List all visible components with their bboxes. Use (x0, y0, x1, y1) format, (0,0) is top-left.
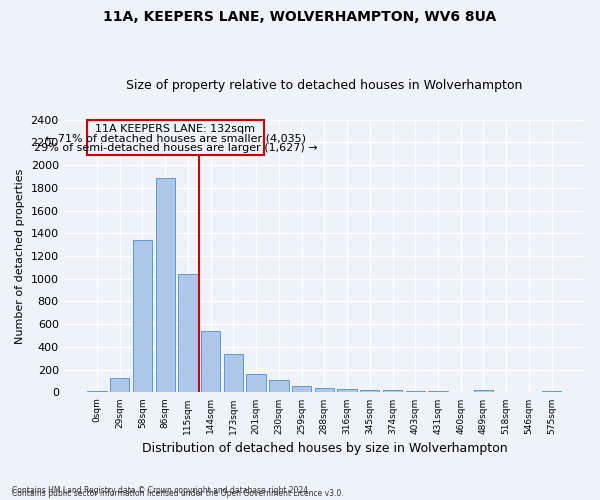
Text: Contains HM Land Registry data © Crown copyright and database right 2024.: Contains HM Land Registry data © Crown c… (12, 486, 311, 495)
Bar (292, 386, 311, 392)
Bar (337, 389, 357, 392)
Bar (406, 390, 425, 392)
Text: 11A, KEEPERS LANE, WOLVERHAMPTON, WV6 8UA: 11A, KEEPERS LANE, WOLVERHAMPTON, WV6 8U… (103, 10, 497, 24)
Bar (224, 354, 243, 393)
Text: ← 71% of detached houses are smaller (4,035): ← 71% of detached houses are smaller (4,… (45, 133, 306, 143)
Title: Size of property relative to detached houses in Wolverhampton: Size of property relative to detached ho… (126, 79, 523, 92)
Bar (110, 378, 130, 392)
X-axis label: Distribution of detached houses by size in Wolverhampton: Distribution of detached houses by size … (142, 442, 507, 455)
Y-axis label: Number of detached properties: Number of detached properties (15, 168, 25, 344)
Bar (201, 331, 220, 392)
Bar (474, 390, 493, 392)
Text: Contains public sector information licensed under the Open Government Licence v3: Contains public sector information licen… (12, 488, 344, 498)
Bar (314, 388, 334, 392)
Bar (542, 390, 562, 392)
Bar (155, 178, 175, 392)
Bar (247, 374, 266, 392)
Bar (360, 390, 379, 392)
Bar (269, 380, 289, 392)
Bar (133, 240, 152, 392)
Bar (178, 274, 197, 392)
Bar (383, 390, 402, 392)
FancyBboxPatch shape (87, 120, 264, 156)
Bar (88, 390, 107, 392)
Text: 29% of semi-detached houses are larger (1,627) →: 29% of semi-detached houses are larger (… (34, 144, 317, 154)
Text: 11A KEEPERS LANE: 132sqm: 11A KEEPERS LANE: 132sqm (95, 124, 256, 134)
